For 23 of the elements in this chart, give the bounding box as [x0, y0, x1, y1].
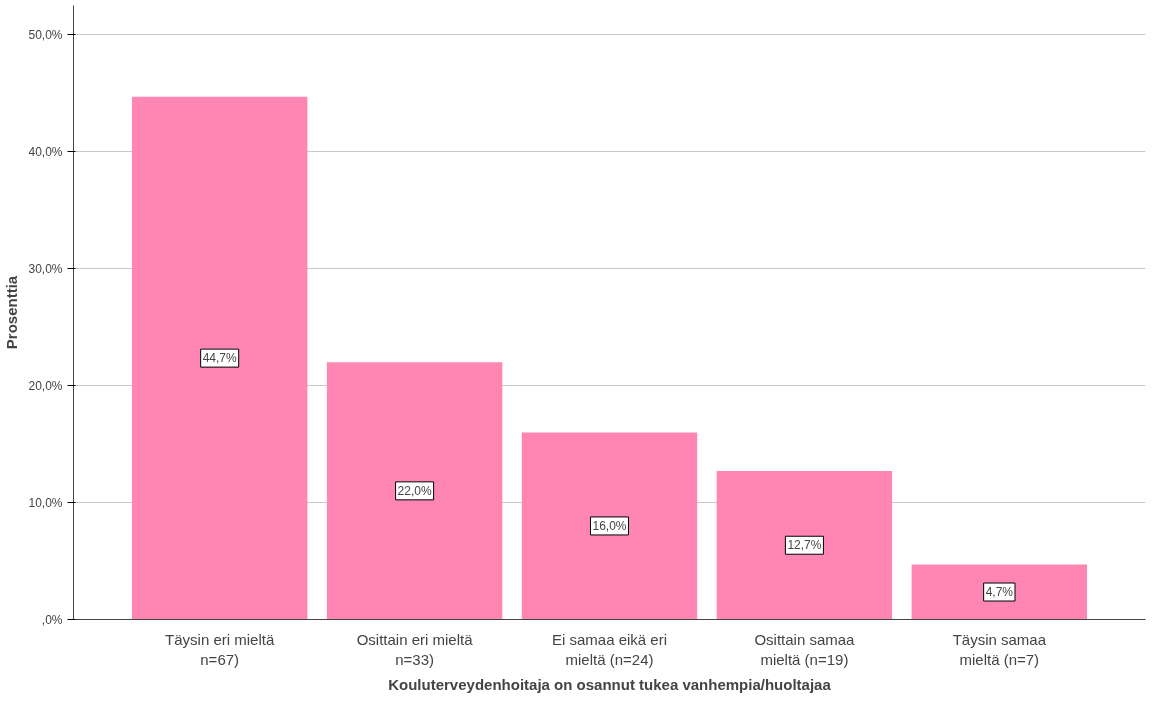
bar: [716, 470, 893, 620]
bar: [326, 362, 503, 620]
x-tick-label: Osittain eri mieltä n=33): [356, 630, 474, 668]
data-label: 16,0%: [592, 518, 627, 533]
x-axis-title: Kouluterveydenhoitaja on osannut tukea vanhempia/huoltajaa: [388, 675, 832, 693]
x-tick-label: Täysin samaa mieltä (n=7): [952, 630, 1047, 668]
y-tick-label: 10,0%: [28, 495, 63, 510]
x-tick-label: Ei samaa eikä eri mieltä (n=24): [551, 630, 668, 668]
bar: [131, 96, 308, 620]
y-tick-label: 50,0%: [28, 27, 63, 42]
data-label: 22,0%: [397, 483, 432, 498]
x-tick-label: Osittain samaa mieltä (n=19): [754, 630, 856, 668]
data-label: 44,7%: [202, 351, 238, 366]
y-tick-label: 30,0%: [28, 261, 63, 276]
bar: [911, 564, 1088, 620]
data-label: 12,7%: [787, 538, 822, 553]
y-axis-title: Prosenttia: [3, 275, 21, 350]
x-tick-label: Täysin eri mieltä n=67): [165, 630, 275, 668]
y-tick-label: 20,0%: [28, 378, 63, 393]
y-tick-label: ,0%: [41, 612, 63, 627]
data-label: 4,7%: [985, 585, 1014, 600]
bar: [521, 432, 698, 620]
y-tick-label: 40,0%: [28, 144, 63, 159]
